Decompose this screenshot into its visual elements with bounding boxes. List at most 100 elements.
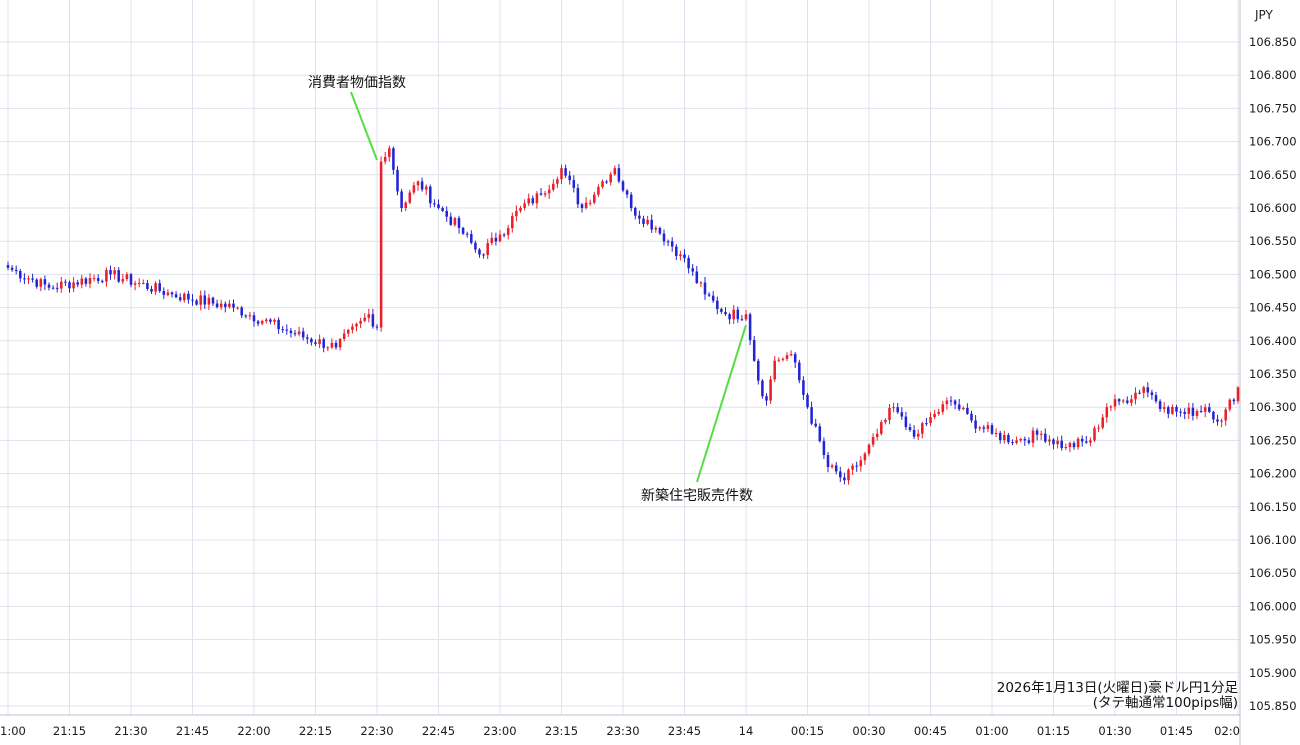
candle-body — [129, 274, 133, 285]
candle-body — [183, 293, 186, 301]
y-tick-label: 106.400 — [1249, 334, 1297, 348]
y-tick-label: 106.250 — [1249, 433, 1297, 447]
candle-body — [371, 314, 375, 327]
y-tick-label: 106.100 — [1249, 533, 1297, 547]
candle-body — [269, 319, 272, 322]
candle-body — [962, 407, 965, 410]
candle-body — [736, 309, 740, 320]
candle-body — [892, 407, 895, 409]
candle-body — [773, 360, 776, 380]
candle-body — [818, 426, 822, 442]
candle-body — [957, 404, 961, 410]
candle-body — [859, 460, 863, 467]
candle-body — [158, 283, 161, 291]
candle-body — [1023, 438, 1027, 441]
y-tick-label: 106.600 — [1249, 201, 1297, 215]
candle-body — [72, 282, 75, 289]
candle-body — [769, 379, 772, 401]
candle-body — [929, 416, 932, 424]
candle-body — [1167, 407, 1170, 414]
candle-body — [379, 161, 383, 328]
candle-body — [539, 193, 543, 195]
candle-body — [347, 329, 350, 334]
candle-body — [654, 227, 658, 230]
candle-body — [798, 362, 801, 381]
candle-body — [211, 297, 215, 304]
candle-body — [429, 186, 432, 204]
candle-body — [424, 186, 428, 190]
candle-body — [748, 314, 752, 341]
candle-body — [273, 319, 276, 322]
candle-body — [1150, 392, 1154, 396]
candle-body — [875, 433, 879, 437]
candle-body — [609, 174, 612, 183]
candle-body — [228, 303, 231, 308]
candle-body — [1126, 400, 1129, 403]
candle-body — [367, 314, 371, 318]
candle-body — [851, 465, 854, 470]
chart-caption: 2026年1月13日(火曜日)豪ドル円1分足 — [996, 680, 1238, 696]
candle-body — [6, 265, 10, 268]
candle-body — [1216, 419, 1219, 422]
candle-body — [974, 420, 977, 429]
candle-body — [1179, 411, 1182, 413]
candle-body — [101, 280, 104, 282]
candle-body — [728, 314, 731, 320]
candle-body — [215, 303, 219, 308]
candle-body — [252, 315, 256, 322]
candle-body — [1162, 407, 1166, 409]
candle-body — [880, 422, 883, 434]
y-tick-label: 106.050 — [1249, 566, 1297, 580]
y-tick-label: 105.850 — [1249, 699, 1297, 713]
candle-body — [207, 297, 211, 305]
y-tick-label: 106.150 — [1249, 500, 1297, 514]
candle-body — [277, 319, 280, 330]
candle-body — [933, 413, 936, 417]
candle-body — [60, 281, 63, 289]
candle-body — [720, 309, 723, 312]
candle-body — [96, 278, 100, 281]
candle-body — [170, 292, 174, 295]
candle-body — [293, 333, 297, 335]
x-tick-label: 21:15 — [53, 724, 86, 738]
candle-body — [1199, 410, 1203, 412]
candle-body — [1027, 440, 1031, 443]
candle-body — [441, 208, 444, 211]
candle-body — [154, 283, 157, 292]
x-tick-label: 01:45 — [1160, 724, 1193, 738]
y-tick-label: 106.450 — [1249, 301, 1297, 315]
candle-body — [1208, 407, 1211, 412]
candle-body — [937, 411, 940, 414]
candle-body — [695, 271, 699, 283]
candle-body — [781, 358, 785, 360]
y-tick-label: 106.550 — [1249, 234, 1297, 248]
candle-body — [224, 303, 227, 308]
candle-body — [465, 233, 469, 235]
candle-body — [486, 243, 489, 255]
candle-body — [88, 278, 92, 284]
grid-lines — [0, 0, 1240, 715]
annotation-label: 消費者物価指数 — [308, 75, 406, 91]
candle-body — [244, 315, 248, 317]
candle-body — [388, 148, 391, 157]
candle-body — [248, 315, 252, 317]
candle-body — [408, 192, 412, 203]
y-tick-label: 105.900 — [1249, 666, 1297, 680]
candle-body — [691, 268, 694, 272]
candle-body — [260, 321, 264, 324]
candle-body — [1060, 440, 1063, 449]
candle-body — [453, 218, 457, 225]
candle-body — [146, 282, 149, 289]
candle-body — [531, 198, 535, 204]
candle-body — [256, 321, 260, 324]
candle-body — [998, 432, 1002, 441]
candle-body — [1158, 401, 1162, 409]
candle-body — [470, 234, 473, 243]
candle-body — [843, 477, 846, 481]
candle-body — [547, 189, 551, 194]
candle-body — [1056, 440, 1059, 445]
candle-body — [199, 295, 202, 305]
candle-body — [506, 228, 510, 235]
x-tick-label: 23:00 — [483, 724, 516, 738]
